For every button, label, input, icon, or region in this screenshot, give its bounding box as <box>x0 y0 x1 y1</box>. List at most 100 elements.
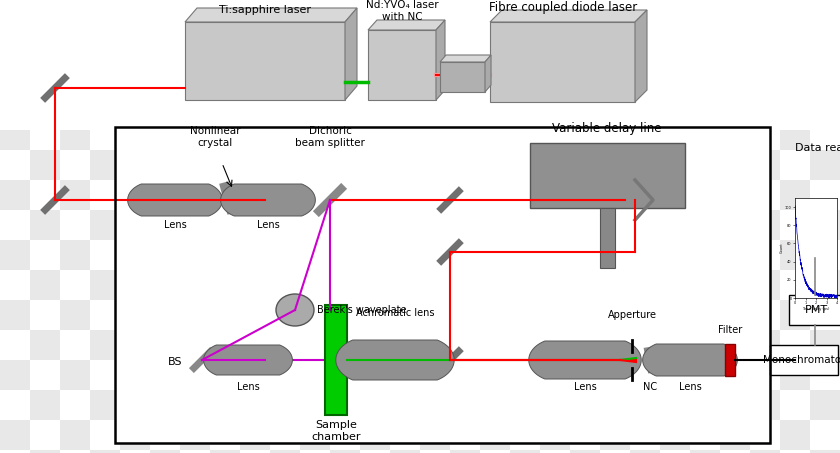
Bar <box>630 120 660 150</box>
Bar <box>540 90 570 120</box>
Bar <box>510 120 540 150</box>
Bar <box>360 420 390 450</box>
Text: Achromatic lens: Achromatic lens <box>356 308 434 318</box>
Bar <box>150 300 180 330</box>
Bar <box>390 150 420 180</box>
Bar <box>810 30 840 60</box>
Bar <box>30 360 60 390</box>
Bar <box>480 450 510 453</box>
Bar <box>300 240 330 270</box>
Bar <box>570 390 600 420</box>
Bar <box>360 180 390 210</box>
Bar <box>690 90 720 120</box>
Bar <box>780 420 810 450</box>
Bar <box>540 390 570 420</box>
Bar <box>570 60 600 90</box>
Bar <box>600 30 630 60</box>
Bar <box>60 120 90 150</box>
Bar <box>660 0 690 30</box>
Bar <box>600 150 630 180</box>
Bar <box>240 120 270 150</box>
Bar <box>540 300 570 330</box>
Bar <box>480 30 510 60</box>
Bar <box>90 180 120 210</box>
Bar <box>150 120 180 150</box>
Bar <box>750 60 780 90</box>
Bar <box>90 330 120 360</box>
Bar <box>120 420 150 450</box>
Bar <box>210 270 240 300</box>
Bar <box>750 450 780 453</box>
Bar <box>300 60 330 90</box>
Bar <box>60 60 90 90</box>
Bar <box>600 240 630 270</box>
Bar <box>750 390 780 420</box>
Bar <box>390 450 420 453</box>
Bar <box>630 360 660 390</box>
Bar <box>510 30 540 60</box>
Bar <box>570 420 600 450</box>
Bar <box>420 0 450 30</box>
Bar <box>480 330 510 360</box>
Bar <box>660 210 690 240</box>
Bar <box>810 210 840 240</box>
Bar <box>390 60 420 90</box>
Bar <box>750 120 780 150</box>
Bar <box>270 240 300 270</box>
Bar <box>450 0 480 30</box>
Bar <box>789 295 840 325</box>
Bar <box>0 0 30 30</box>
Bar <box>810 0 840 30</box>
Bar <box>270 180 300 210</box>
Bar <box>180 60 210 90</box>
Bar <box>660 390 690 420</box>
Bar <box>210 420 240 450</box>
Bar <box>540 0 570 30</box>
Bar <box>600 208 615 268</box>
Bar <box>690 180 720 210</box>
Text: Nonlinear
crystal: Nonlinear crystal <box>190 126 240 148</box>
Bar <box>720 300 750 330</box>
Bar <box>810 150 840 180</box>
Bar <box>300 330 330 360</box>
Bar <box>330 300 360 330</box>
Bar <box>630 330 660 360</box>
Bar <box>270 30 300 60</box>
Bar <box>120 450 150 453</box>
Bar <box>270 450 300 453</box>
Bar <box>360 390 390 420</box>
Bar <box>510 450 540 453</box>
Bar <box>720 210 750 240</box>
Text: Lens: Lens <box>164 220 186 230</box>
Bar <box>180 240 210 270</box>
Bar <box>300 270 330 300</box>
Bar <box>510 0 540 30</box>
Polygon shape <box>436 20 445 100</box>
Bar <box>270 390 300 420</box>
Bar <box>240 300 270 330</box>
Bar <box>600 270 630 300</box>
Bar <box>300 150 330 180</box>
Bar <box>60 420 90 450</box>
Bar <box>210 210 240 240</box>
Bar <box>510 240 540 270</box>
Bar <box>0 0 840 130</box>
Bar <box>270 360 300 390</box>
Bar <box>450 60 480 90</box>
Bar <box>300 180 330 210</box>
Bar <box>180 120 210 150</box>
Bar <box>420 120 450 150</box>
Bar <box>450 300 480 330</box>
Bar <box>150 30 180 60</box>
Bar <box>390 90 420 120</box>
Bar <box>780 0 810 30</box>
Bar <box>150 150 180 180</box>
Bar <box>150 0 180 30</box>
Bar <box>150 90 180 120</box>
Bar <box>480 210 510 240</box>
Bar <box>60 150 90 180</box>
Bar <box>240 150 270 180</box>
Bar <box>810 420 840 450</box>
Bar <box>510 210 540 240</box>
Bar <box>150 450 180 453</box>
